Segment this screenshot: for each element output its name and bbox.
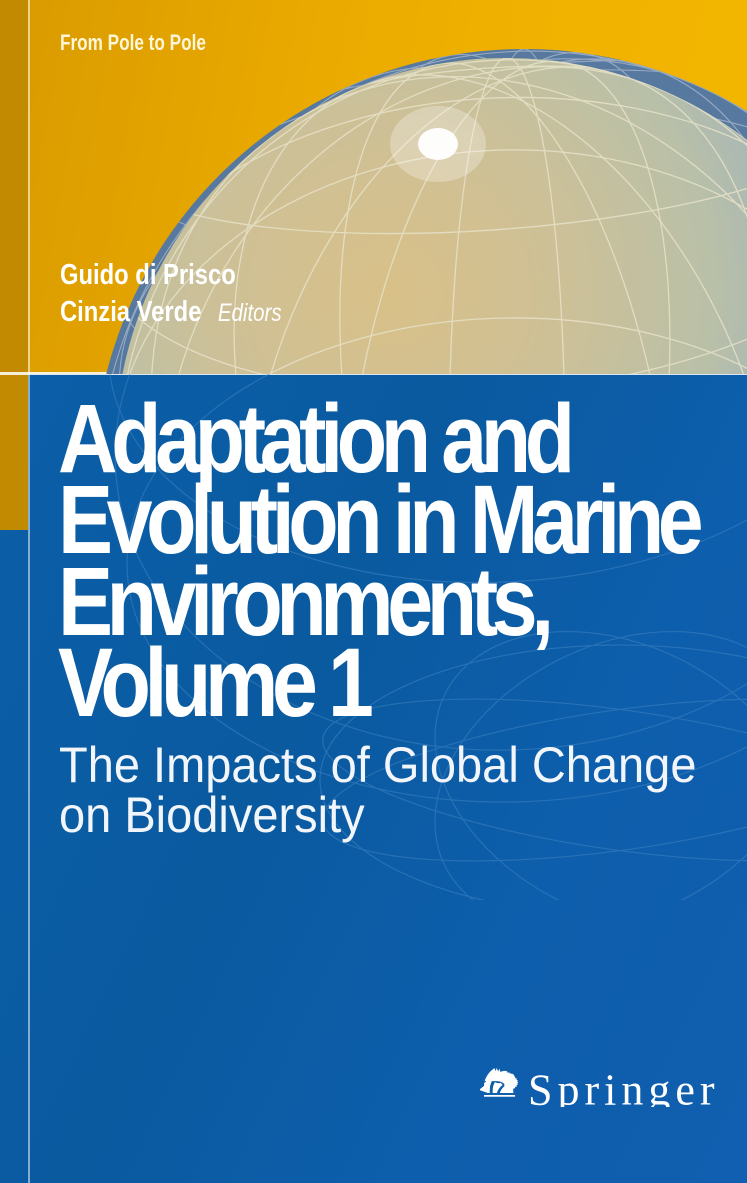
svg-text:Springer: Springer xyxy=(528,1065,720,1107)
